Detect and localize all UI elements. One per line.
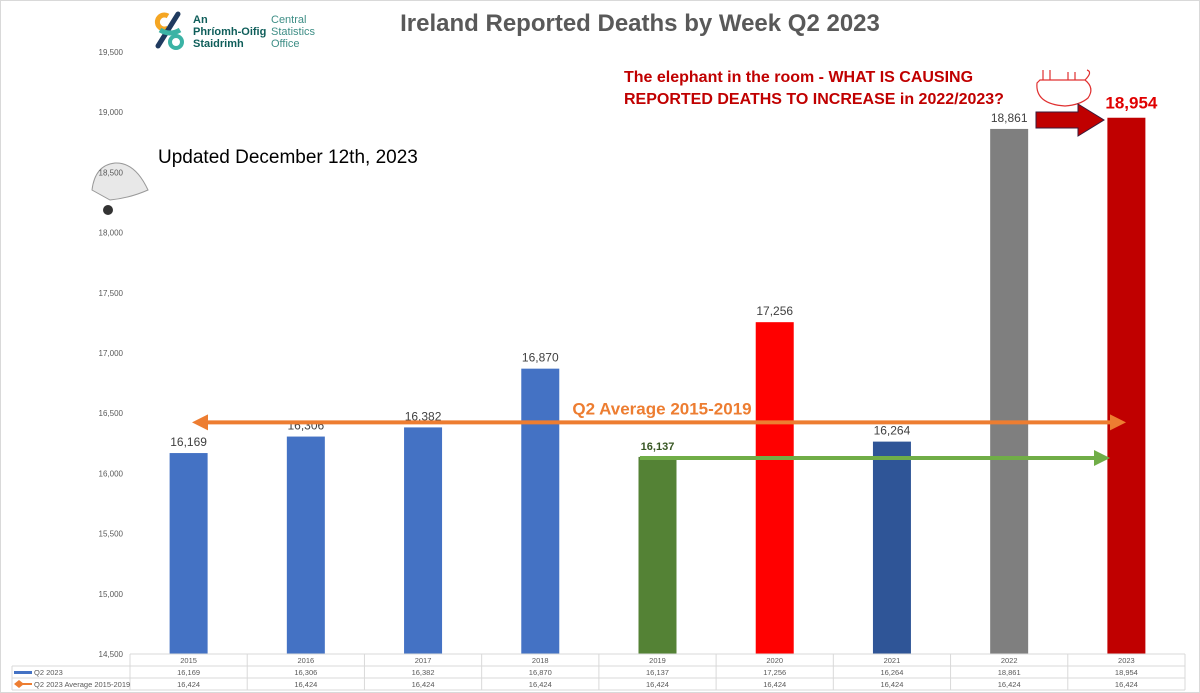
bar-2021 bbox=[872, 441, 911, 654]
table-cell: 18,954 bbox=[1115, 668, 1138, 677]
bar-2015 bbox=[169, 453, 208, 654]
table-cell: 16,424 bbox=[294, 680, 317, 689]
red-increase-arrow bbox=[1035, 103, 1105, 137]
y-tick-label: 16,000 bbox=[99, 469, 124, 478]
table-cell: 16,424 bbox=[763, 680, 786, 689]
bar-2019 bbox=[638, 456, 677, 654]
svg-text:Office: Office bbox=[271, 38, 300, 50]
y-tick-label: 14,500 bbox=[99, 650, 124, 659]
table-cell: 16,424 bbox=[177, 680, 200, 689]
y-tick-label: 17,000 bbox=[99, 349, 124, 358]
y-tick-label: 19,000 bbox=[99, 108, 124, 117]
data-label-2023: 18,954 bbox=[1105, 94, 1158, 113]
y-axis: 14,500 15,000 15,500 16,000 16,500 17,000 17,5… bbox=[99, 48, 124, 659]
table-cell: 16,424 bbox=[412, 680, 435, 689]
table-cell: 18,861 bbox=[998, 668, 1021, 677]
y-tick-label: 18,500 bbox=[99, 168, 124, 177]
x-tick-label: 2015 bbox=[180, 656, 197, 665]
y-tick-label: 19,500 bbox=[99, 48, 124, 57]
legend-swatch-line bbox=[14, 680, 32, 688]
svg-text:Staidrimh: Staidrimh bbox=[193, 38, 244, 50]
x-tick-label: 2017 bbox=[415, 656, 432, 665]
table-cell: 16,264 bbox=[880, 668, 903, 677]
table-row-label: Q2 2023 Average 2015-2019 bbox=[34, 680, 130, 689]
y-tick-label: 18,000 bbox=[99, 229, 124, 238]
x-tick-label: 2020 bbox=[766, 656, 783, 665]
table-cell: 16,306 bbox=[294, 668, 317, 677]
bar-2023 bbox=[1107, 117, 1146, 654]
data-label-2019: 16,137 bbox=[641, 441, 675, 453]
data-label-2015: 16,169 bbox=[170, 435, 207, 449]
x-tick-label: 2022 bbox=[1001, 656, 1018, 665]
x-tick-label: 2023 bbox=[1118, 656, 1135, 665]
svg-text:Central: Central bbox=[271, 14, 306, 26]
cso-logo: An Phríomh-Oifig Staidrimh Central Stati… bbox=[154, 11, 316, 50]
x-tick-label: 2018 bbox=[532, 656, 549, 665]
y-tick-label: 16,500 bbox=[99, 409, 124, 418]
bar-2022 bbox=[990, 128, 1029, 654]
table-cell: 16,424 bbox=[880, 680, 903, 689]
table-cell: 16,424 bbox=[998, 680, 1021, 689]
svg-text:Statistics: Statistics bbox=[271, 26, 316, 38]
data-label-2018: 16,870 bbox=[522, 351, 559, 365]
svg-text:An: An bbox=[193, 14, 208, 26]
average-label: Q2 Average 2015-2019 bbox=[572, 399, 751, 418]
table-row-label: Q2 2023 bbox=[34, 668, 63, 677]
table-cell: 16,424 bbox=[1115, 680, 1138, 689]
data-table: 2015 2016 2017 2018 2019 2020 2021 2022 2023 Q2 2… bbox=[11, 653, 1186, 691]
x-tick-label: 2016 bbox=[297, 656, 314, 665]
y-tick-label: 15,000 bbox=[99, 590, 124, 599]
table-cell: 16,382 bbox=[412, 668, 435, 677]
wolf-icon bbox=[91, 162, 149, 215]
table-cell: 17,256 bbox=[763, 668, 786, 677]
table-cell: 16,870 bbox=[529, 668, 552, 677]
x-tick-label: 2021 bbox=[884, 656, 901, 665]
data-label-2022: 18,861 bbox=[991, 111, 1028, 125]
bar-2016 bbox=[286, 436, 325, 654]
y-tick-label: 17,500 bbox=[99, 289, 124, 298]
elephant-note-line2: REPORTED DEATHS TO INCREASE in 2022/2023… bbox=[624, 91, 1004, 108]
table-cell: 16,424 bbox=[529, 680, 552, 689]
data-label-2021: 16,264 bbox=[874, 424, 911, 438]
bar-2020 bbox=[755, 322, 794, 654]
bars bbox=[169, 117, 1146, 654]
y-tick-label: 15,500 bbox=[99, 530, 124, 539]
svg-text:Phríomh-Oifig: Phríomh-Oifig bbox=[193, 26, 266, 38]
bar-2017 bbox=[404, 427, 443, 654]
elephant-icon bbox=[1036, 69, 1092, 107]
table-cell: 16,169 bbox=[177, 668, 200, 677]
elephant-note-line1: The elephant in the room - WHAT IS CAUSI… bbox=[624, 69, 973, 86]
chart-title: Ireland Reported Deaths by Week Q2 2023 bbox=[400, 10, 880, 37]
legend-swatch-bar bbox=[14, 671, 32, 674]
table-cell: 16,424 bbox=[646, 680, 669, 689]
updated-note: Updated December 12th, 2023 bbox=[158, 147, 418, 168]
bar-2018 bbox=[521, 368, 560, 654]
data-label-2020: 17,256 bbox=[756, 304, 793, 318]
annotation-arrows: Q2 Average 2015-2019 bbox=[192, 103, 1126, 466]
x-tick-label: 2019 bbox=[649, 656, 666, 665]
table-cell: 16,137 bbox=[646, 668, 669, 677]
